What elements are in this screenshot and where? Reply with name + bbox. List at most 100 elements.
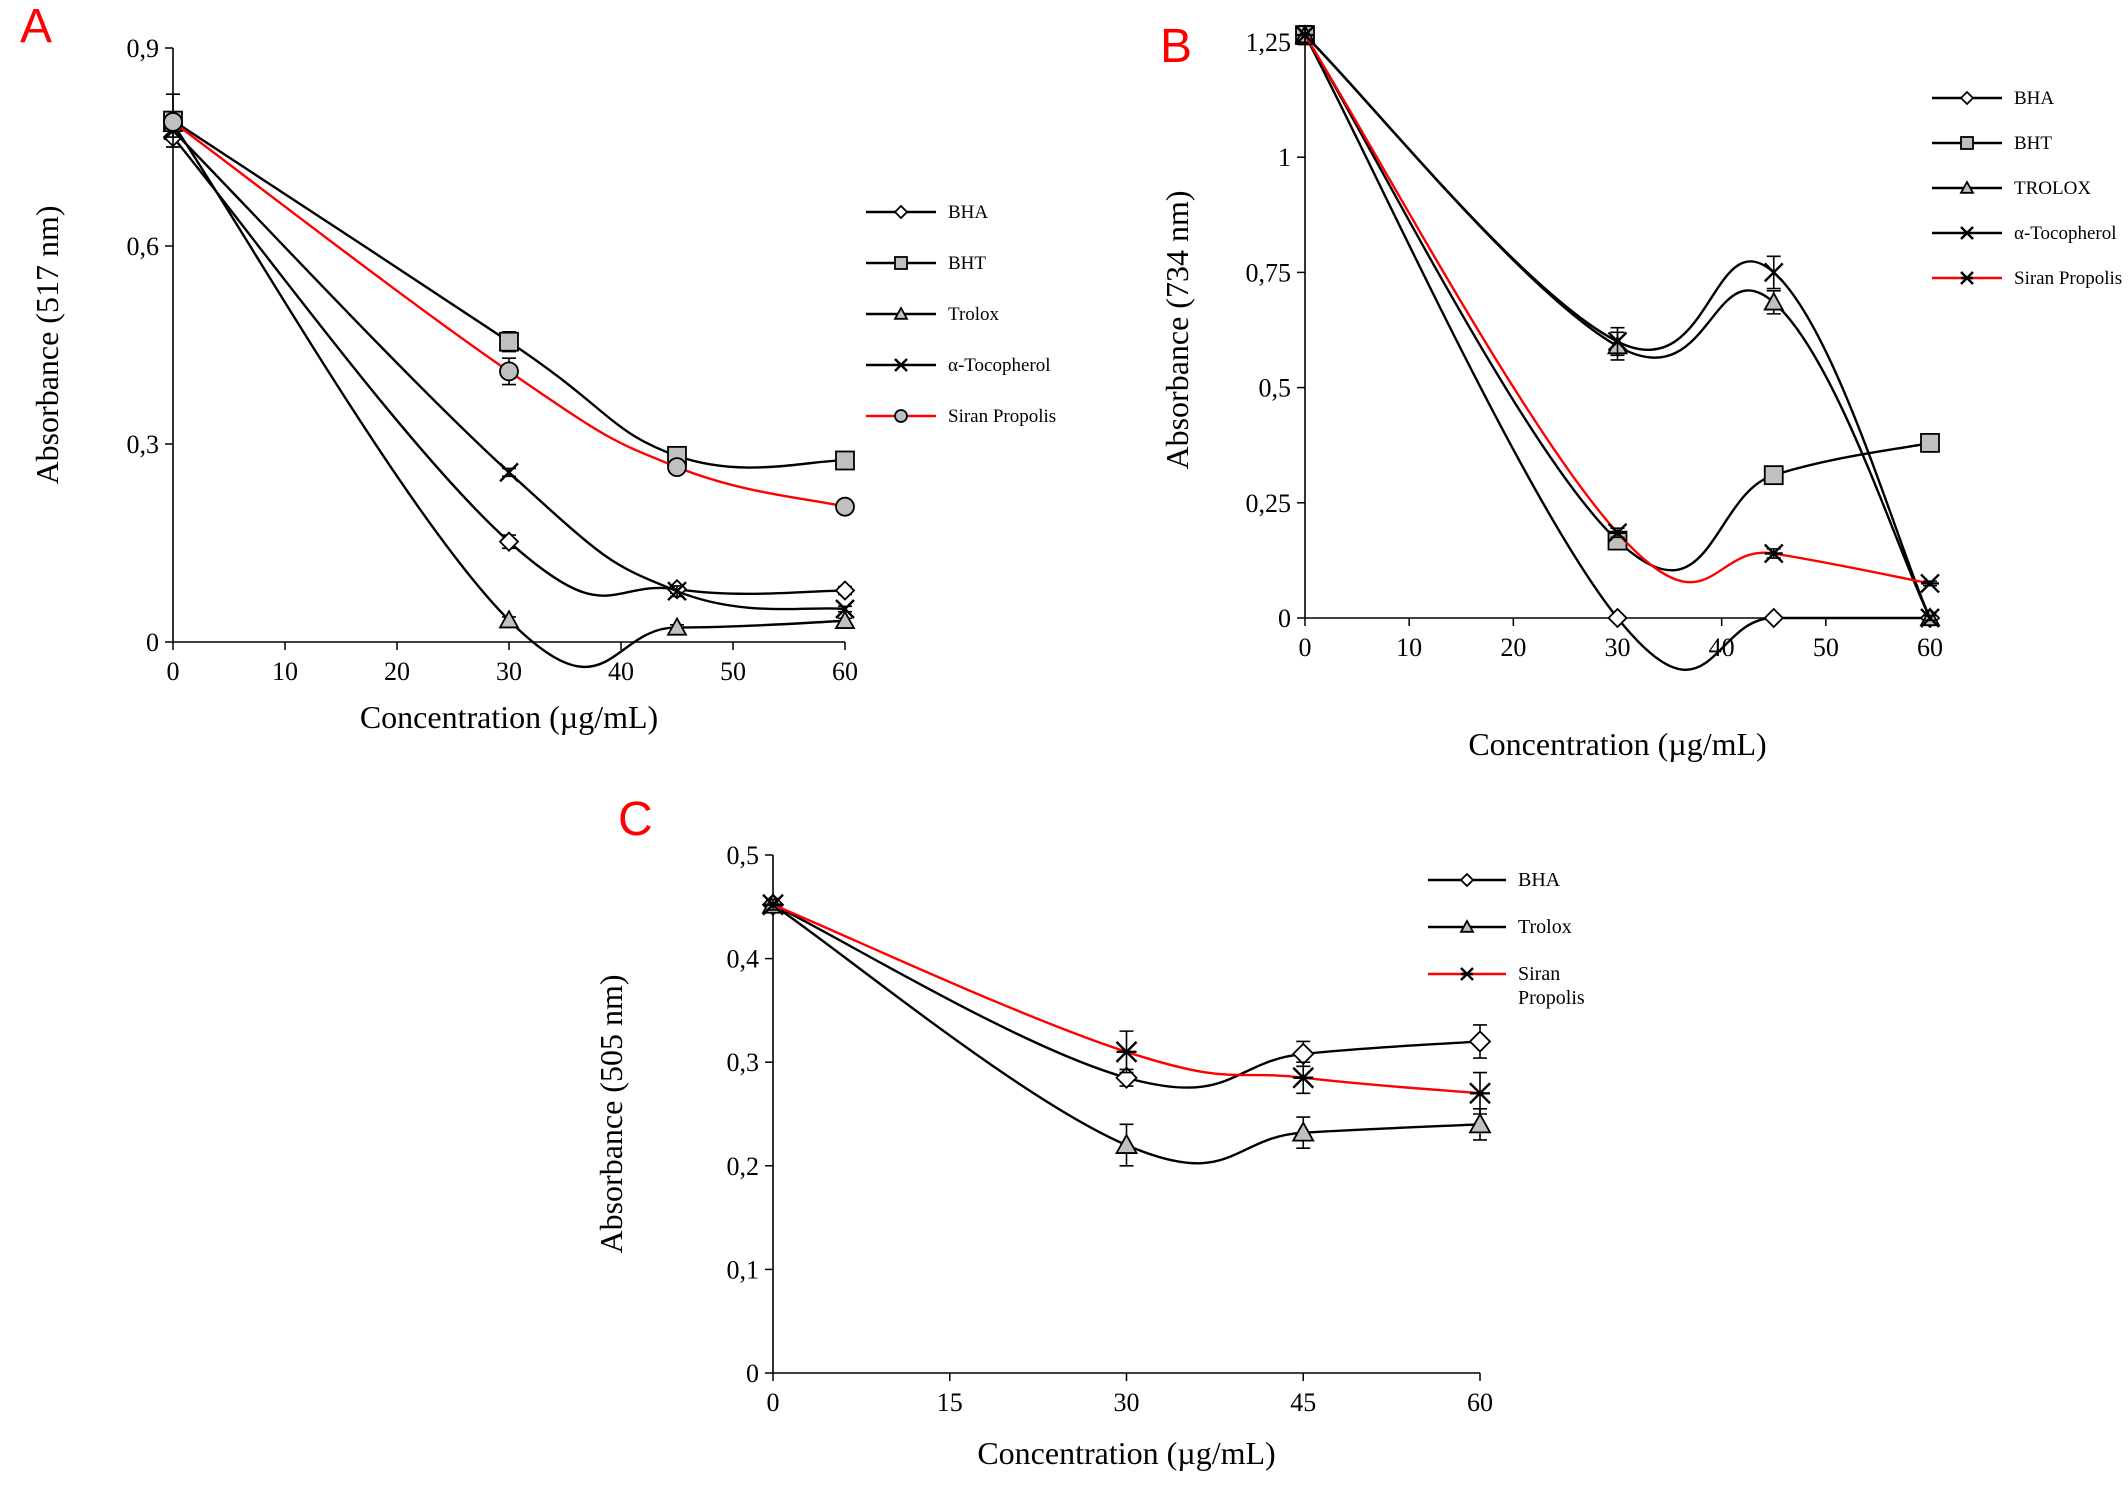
y-axis-label: Absorbance (505 nm) <box>593 974 629 1253</box>
x-marker <box>499 462 519 483</box>
data-point <box>893 204 909 220</box>
diamond-marker <box>893 204 909 220</box>
triangle-marker <box>1959 180 1975 194</box>
diamond-marker <box>1468 1030 1492 1053</box>
legend-item: α-Tocopherol <box>1932 223 2117 244</box>
asterisk-marker <box>1607 522 1628 543</box>
legend-item: TROLOX <box>1932 178 2091 199</box>
data-point <box>1763 607 1785 629</box>
y-tick-label: 1 <box>1278 143 1291 172</box>
square-marker <box>1920 432 1940 453</box>
legend-item: BHT <box>866 253 986 274</box>
diamond-marker <box>1959 90 1975 106</box>
x-tick-label: 60 <box>1917 633 1943 662</box>
data-point <box>1468 1030 1492 1053</box>
asterisk-marker <box>1763 543 1784 564</box>
x-marker <box>1763 262 1784 283</box>
square-marker <box>1763 465 1784 486</box>
circle-marker <box>894 409 908 423</box>
x-tick-label: 15 <box>937 1388 963 1417</box>
legend-label: BHT <box>2014 133 2052 154</box>
series-line <box>172 119 846 469</box>
x-tick-label: 30 <box>496 657 522 686</box>
x-marker <box>1607 331 1628 352</box>
y-axis-label: Absorbance (517 nm) <box>29 205 65 484</box>
data-point <box>894 358 908 372</box>
data-point <box>499 361 519 382</box>
legend-item: BHA <box>866 202 988 223</box>
legend-label: TROLOX <box>2014 178 2091 199</box>
series-line <box>1303 34 1931 585</box>
legend-label: α-Tocopherol <box>948 355 1051 376</box>
chart-panel-c: C 0 0,1 0,2 0,3 0,4 0,5 0 15 30 45 60 Concentration … <box>593 793 1585 1471</box>
data-point <box>667 581 687 602</box>
x-tick-label: 45 <box>1290 1388 1316 1417</box>
asterisk-marker <box>1960 271 1974 285</box>
series-line <box>172 136 846 597</box>
legend-label: Trolox <box>1518 916 1572 938</box>
data-point <box>1459 872 1475 888</box>
legend-label: BHA <box>2014 88 2054 109</box>
x-tick-label: 50 <box>720 657 746 686</box>
chart-panel-a: A 0 0,3 0,6 0,9 0 10 20 30 40 50 60 Concentration (µ… <box>20 0 1056 735</box>
y-tick-label: 0,6 <box>127 232 160 261</box>
data-point <box>835 496 855 517</box>
x-tick-label: 10 <box>272 657 298 686</box>
diamond-marker <box>498 531 520 552</box>
legend: BHA BHT Trolox α-Tocopherol Siran Propolis <box>866 202 1056 427</box>
data-point <box>894 409 908 423</box>
data-point <box>1292 1066 1315 1089</box>
diamond-marker <box>1763 607 1785 629</box>
square-marker <box>499 331 519 352</box>
asterisk-marker <box>1292 1066 1315 1089</box>
y-tick-label: 0,5 <box>727 841 760 870</box>
asterisk-marker <box>762 893 784 916</box>
data-point <box>1960 136 1974 150</box>
asterisk-marker <box>1460 967 1474 981</box>
series-siran-propolis <box>762 893 1491 1115</box>
data-point <box>1959 90 1975 106</box>
series-line <box>1303 34 1930 671</box>
circle-marker <box>835 496 855 517</box>
data-point <box>762 893 784 916</box>
y-tick-label: 0,2 <box>727 1152 760 1181</box>
data-point <box>666 616 688 636</box>
square-marker <box>835 450 855 471</box>
data-point <box>1459 919 1475 933</box>
diamond-marker <box>834 580 856 601</box>
circle-marker <box>163 112 183 132</box>
legend-label: Siran Propolis <box>948 406 1056 427</box>
legend-item: Trolox <box>1428 916 1572 938</box>
series-line <box>772 903 1481 1089</box>
data-point <box>834 580 856 601</box>
x-tick-label: 30 <box>1605 633 1631 662</box>
x-tick-label: 20 <box>1500 633 1526 662</box>
data-point <box>1607 607 1628 629</box>
data-point <box>1920 432 1940 453</box>
y-tick-label: 0 <box>746 1359 759 1388</box>
x-tick-label: 30 <box>1114 1388 1140 1417</box>
y-tick-label: 0,4 <box>727 945 760 974</box>
y-tick-label: 0,9 <box>127 34 160 63</box>
data-point <box>1763 543 1784 564</box>
data-point <box>1115 1040 1138 1063</box>
data-point <box>1920 608 1940 628</box>
data-point <box>894 256 908 270</box>
x-tick-label: 0 <box>767 1388 780 1417</box>
legend-item: Siran Propolis <box>866 406 1056 427</box>
legend-item: α-Tocopherol <box>866 355 1051 376</box>
circle-marker <box>499 361 519 382</box>
triangle-marker <box>1763 291 1785 311</box>
data-point <box>835 450 855 471</box>
x-axis-label: Concentration (µg/mL) <box>977 1435 1275 1471</box>
panel-letter: A <box>20 0 52 53</box>
data-point <box>1960 226 1974 240</box>
legend-label: α-Tocopherol <box>2014 223 2117 244</box>
panel-letter: C <box>618 793 653 846</box>
data-point <box>1114 1133 1139 1154</box>
y-tick-label: 0,25 <box>1246 489 1292 518</box>
series-siran-propolis <box>1295 25 1940 594</box>
